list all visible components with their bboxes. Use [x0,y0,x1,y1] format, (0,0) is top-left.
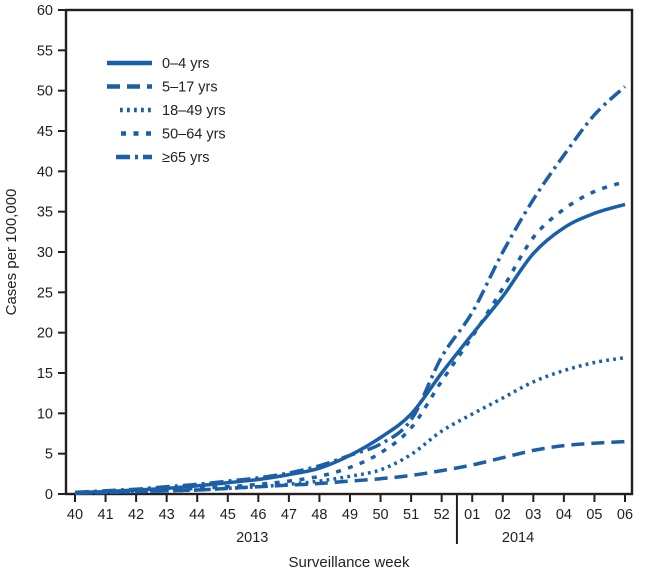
y-tick-label: 40 [37,164,53,180]
legend-label: 18–49 yrs [162,103,226,119]
x-tick-label: 47 [281,507,297,523]
x-tick-label: 45 [220,507,236,523]
y-tick-label: 55 [37,43,53,59]
y-tick-label: 45 [37,124,53,140]
x-tick-label: 40 [67,507,83,523]
year-label: 2014 [502,530,534,546]
x-tick-label: 49 [342,507,358,523]
legend: 0–4 yrs 5–17 yrs 18–49 yrs 50–64 yrs ≥65 yrs [107,56,226,166]
legend-item-5-17-yrs: 5–17 yrs [107,80,218,96]
x-tick-label: 46 [250,507,266,523]
y-tick-label: 15 [37,366,53,382]
x-tick-label: 01 [464,507,480,523]
x-tick-label: 06 [617,507,633,523]
series-lines [74,85,627,495]
legend-label: ≥65 yrs [162,150,209,166]
x-tick-label: 43 [159,507,175,523]
x-tick-label: 52 [434,507,450,523]
y-tick-label: 20 [37,326,53,342]
x-tick-label: 48 [311,507,327,523]
x-axis-title: Surveillance week [289,554,410,571]
y-tick-label: 30 [37,245,53,261]
x-tick-label: 51 [403,507,419,523]
x-tick-label: 05 [586,507,602,523]
y-tick-label: 25 [37,285,53,301]
y-tick-label: 60 [37,3,53,19]
legend-label: 5–17 yrs [162,80,218,96]
series-line-50-64-yrs [74,180,626,495]
legend-label: 50–64 yrs [162,127,226,143]
plot-border [64,8,634,496]
x-tick-label: 44 [189,507,205,523]
x-tick-label: 50 [372,507,388,523]
legend-item-18-49-yrs: 18–49 yrs [120,103,226,119]
y-tick-label: 10 [37,406,53,422]
y-tick-label: 0 [45,487,53,503]
y-tick-label: 5 [45,447,53,463]
x-tick-label: 03 [525,507,541,523]
x-tick-label: 41 [97,507,113,523]
series-line-65-yrs [74,85,627,495]
legend-label: 0–4 yrs [162,56,210,72]
y-axis-title: Cases per 100,000 [3,189,20,316]
y-tick-label: 50 [37,84,53,100]
year-label: 2013 [236,530,268,546]
y-tick-label: 35 [37,205,53,221]
x-tick-label: 04 [556,507,572,523]
legend-item-65-yrs: ≥65 yrs [116,150,209,166]
legend-item-0-4-yrs: 0–4 yrs [107,56,210,72]
x-tick-label: 42 [128,507,144,523]
legend-item-50-64-yrs: 50–64 yrs [121,127,226,143]
series-line-18-49-yrs [74,355,626,495]
x-tick-label: 02 [495,507,511,523]
